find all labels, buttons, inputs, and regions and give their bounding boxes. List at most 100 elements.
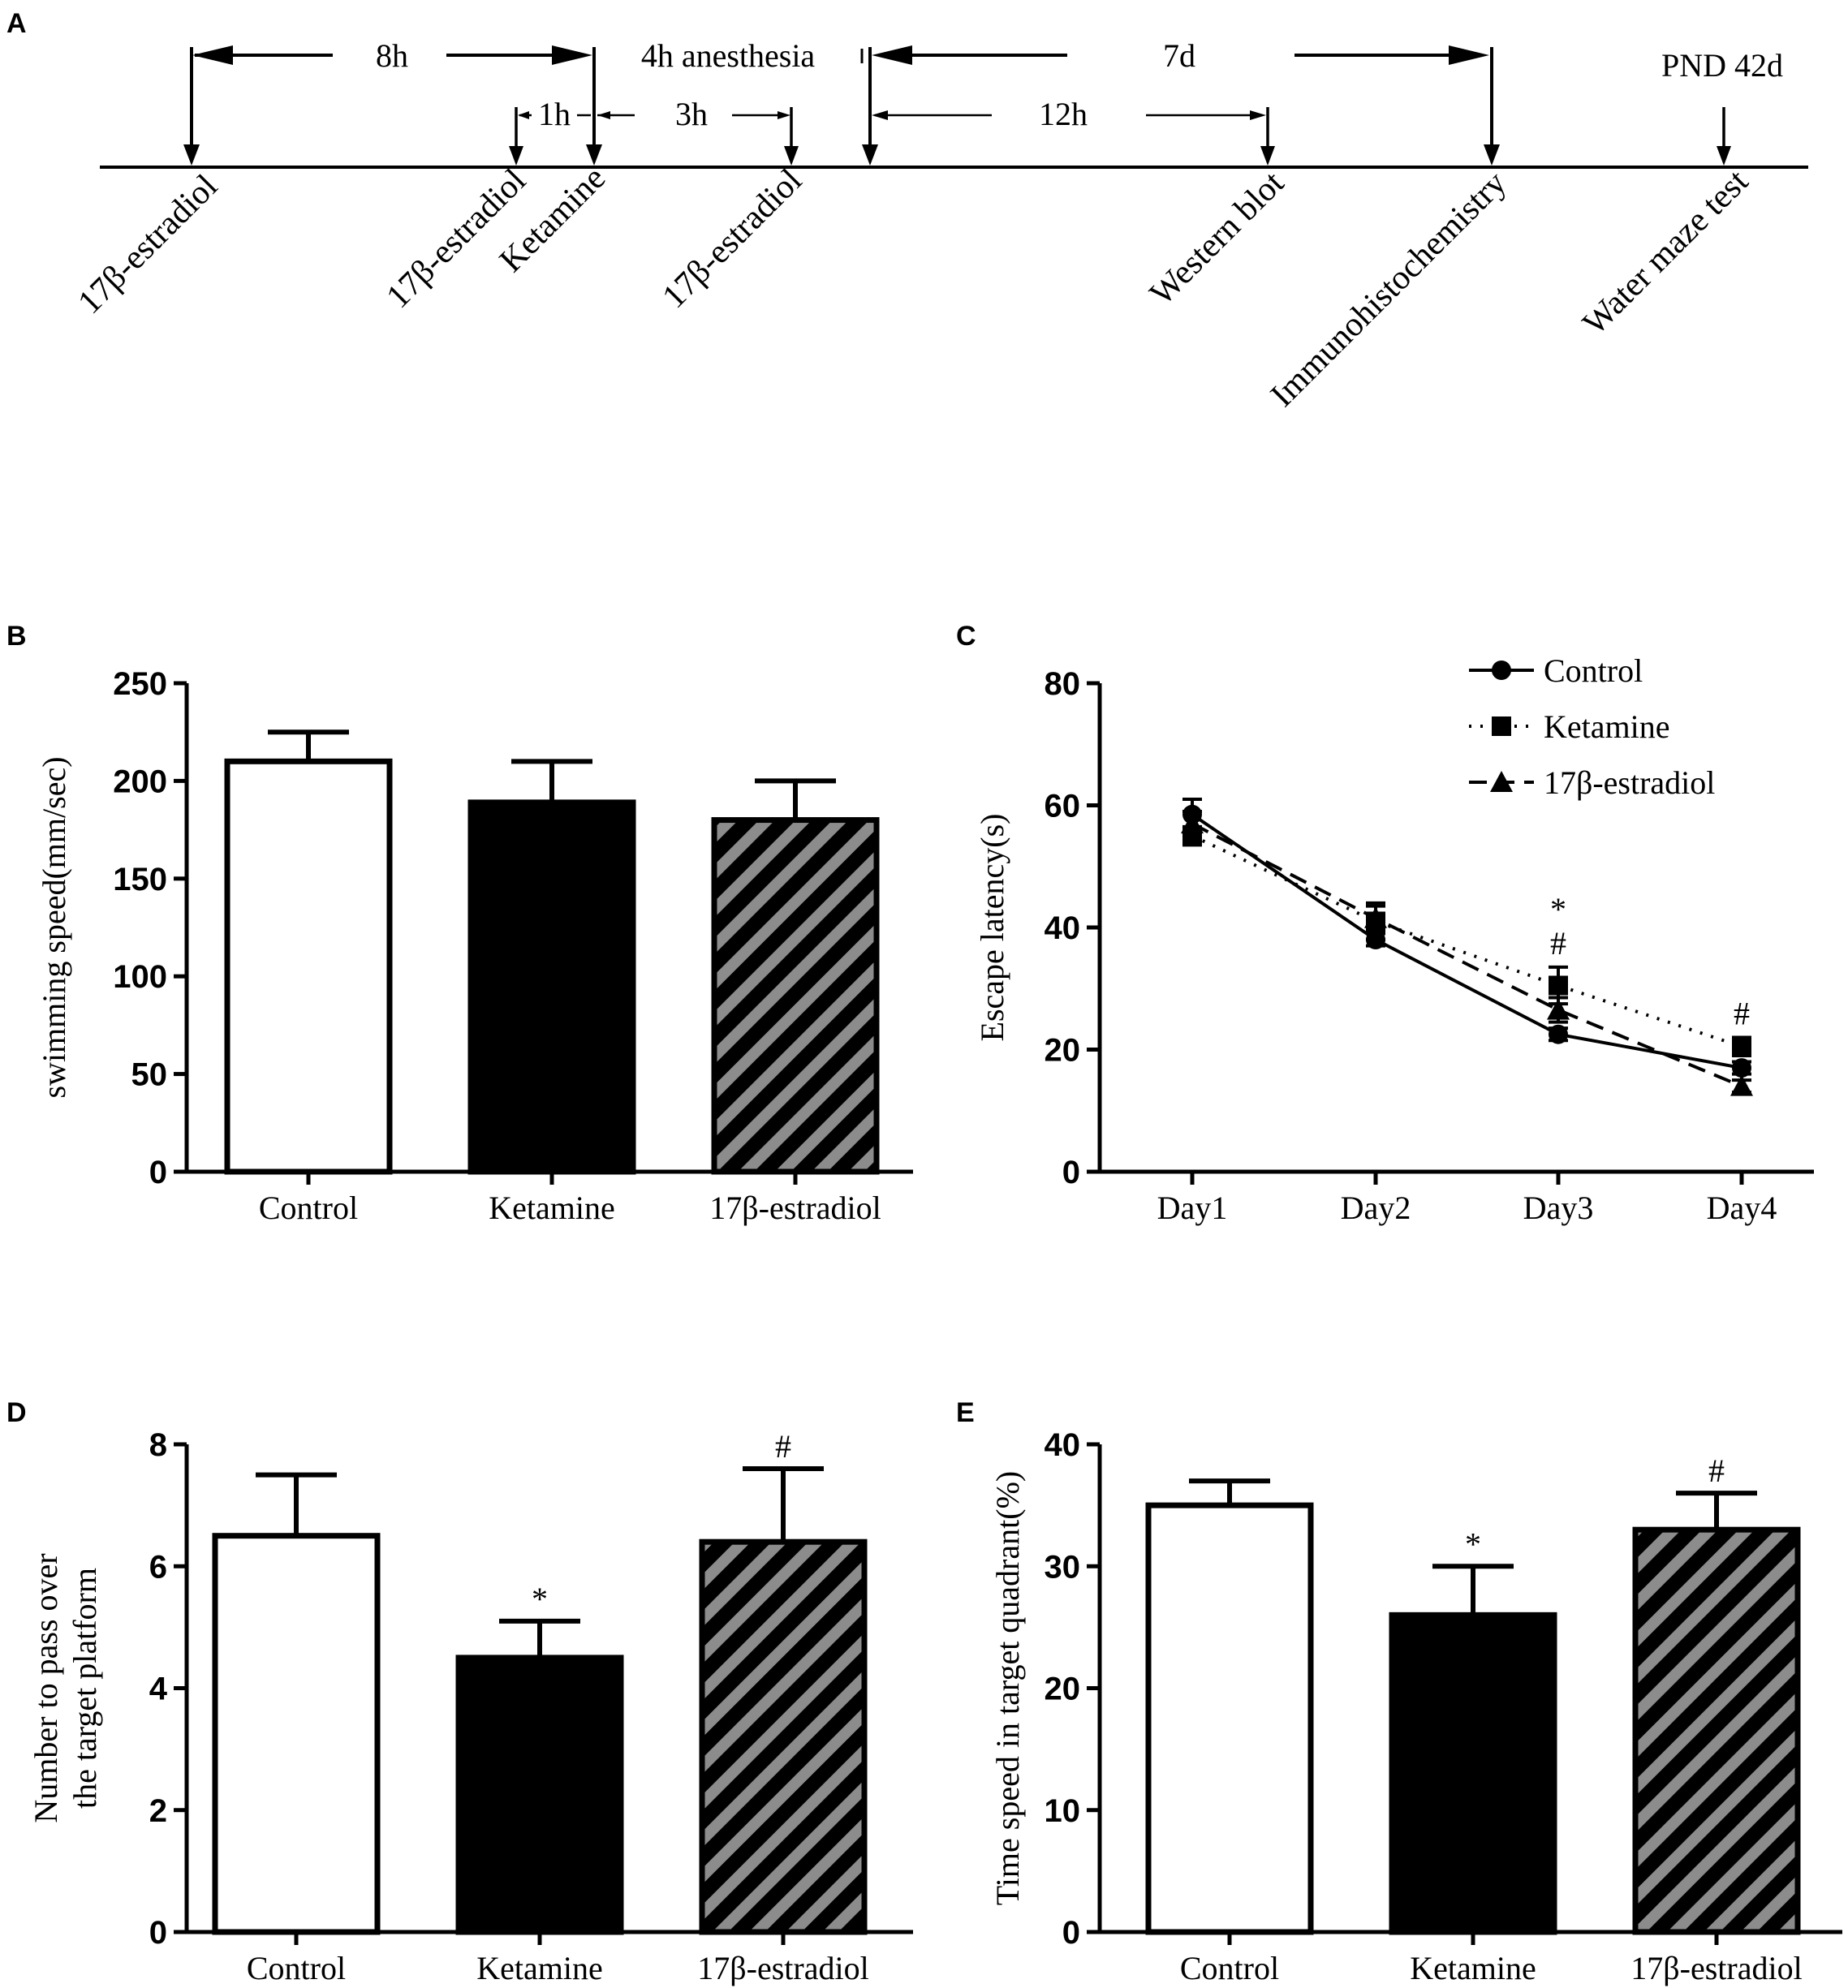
x-tick-label: Control [247, 1950, 346, 1986]
interval-12h-mask [992, 97, 1146, 130]
legend-label: 17β-estradiol [1544, 764, 1715, 801]
y-tick-label: 40 [1045, 910, 1081, 946]
arrowhead [862, 144, 878, 166]
arrowhead [552, 45, 592, 65]
y-tick-label: 50 [131, 1057, 168, 1093]
point-marker-triangle [1364, 906, 1387, 928]
legend-marker-circle [1492, 661, 1511, 680]
interval-8h-label: 8h [376, 37, 408, 74]
legend-marker-square [1492, 716, 1511, 736]
y-tick-label: 20 [1045, 1672, 1081, 1707]
x-tick-label: Control [1180, 1950, 1279, 1986]
arrowhead [1484, 144, 1500, 166]
interval-1h-mask [532, 99, 577, 128]
point-marker-square [1732, 1036, 1751, 1056]
y-tick-label: 100 [113, 959, 167, 995]
y-axis-label: Escape latency(s) [974, 814, 1010, 1042]
y-tick-label: 40 [1045, 1427, 1081, 1463]
interval-1h-label: 1h [538, 96, 571, 132]
arrowhead [778, 111, 790, 119]
x-tick-label: Control [259, 1190, 358, 1226]
legend-label: Ketamine [1544, 708, 1670, 745]
interval-3h-mask [635, 99, 732, 128]
point-marker-triangle [1730, 1074, 1753, 1096]
arrowhead [784, 146, 799, 166]
y-tick-label: 0 [1062, 1155, 1080, 1190]
point-marker-circle [1549, 1024, 1568, 1044]
arrowhead [597, 111, 610, 119]
pnd-label: PND 42d [1661, 47, 1783, 84]
y-tick-label: 0 [149, 1155, 167, 1190]
chart-b-swimming-speed: 0 50 100 150 200 250 Control Ketamine 17β-estrad… [36, 666, 913, 1226]
chart-c-escape-latency: 0 20 40 60 80 Day1 Day2 Day3 Day4 Escape latency(… [974, 652, 1814, 1226]
legend-label: Control [1544, 652, 1643, 689]
y-axis-label: the target platform [67, 1568, 103, 1809]
bar-control [1145, 1502, 1314, 1935]
y-axis-label: Number to pass over [28, 1553, 64, 1822]
x-tick-label: Day4 [1707, 1190, 1777, 1226]
x-tick-label: Ketamine [489, 1190, 615, 1226]
x-tick-label: 17β-estradiol [709, 1190, 881, 1226]
panel-label-c: C [956, 621, 976, 652]
bar-ketamine [455, 1655, 624, 1935]
series-line-0 [1191, 813, 1742, 1070]
y-tick-label: 60 [1045, 789, 1081, 824]
significance-marker: # [1734, 995, 1750, 1031]
x-tick-label: Day1 [1157, 1190, 1228, 1226]
y-tick-label: 10 [1045, 1793, 1081, 1829]
y-tick-label: 150 [113, 862, 167, 897]
arrowhead [192, 45, 233, 65]
arrowhead [1717, 146, 1731, 166]
interval-7d-label: 7d [1163, 37, 1195, 74]
x-tick-label: Ketamine [1410, 1950, 1536, 1986]
y-tick-label: 0 [149, 1915, 167, 1951]
bar-control [212, 1533, 381, 1935]
x-tick-label: 17β-estradiol [1630, 1950, 1802, 1986]
y-tick-label: 2 [149, 1793, 167, 1829]
significance-marker: * [532, 1581, 548, 1617]
event-label-immunohistochemistry: Immunohistochemistry [1264, 165, 1514, 415]
y-axis-label: swimming speed(mm/sec) [36, 756, 72, 1098]
bar-17-estradiol [1632, 1526, 1801, 1935]
arrowhead [183, 144, 200, 166]
point-marker-circle [1732, 1058, 1751, 1078]
x-tick-label: Day2 [1341, 1190, 1411, 1226]
interval-anesthesia-label: 4h anesthesia [641, 37, 816, 74]
event-label-water-maze: Water maze test [1576, 162, 1756, 342]
interval-3h-label: 3h [675, 96, 708, 132]
bar-control [224, 758, 393, 1175]
significance-marker: * [1465, 1525, 1481, 1562]
event-label-estradiol-1: 17β-estradiol [71, 168, 225, 321]
legend-marker-triangle [1490, 771, 1513, 792]
bar-17-estradiol [699, 1538, 868, 1935]
arrowhead [1250, 110, 1266, 120]
chart-e-target-quadrant-time: 0 10 20 30 40 Control Ketamine 17β-estradiol Tim… [989, 1427, 1842, 1986]
y-tick-label: 8 [149, 1427, 167, 1463]
y-tick-label: 4 [149, 1672, 168, 1707]
point-marker-triangle [1181, 812, 1204, 834]
panel-label-a: A [6, 8, 27, 39]
significance-marker: # [775, 1428, 791, 1465]
point-marker-triangle [1547, 998, 1570, 1020]
event-label-estradiol-3: 17β-estradiol [656, 162, 809, 316]
arrowhead [1260, 146, 1275, 166]
arrowhead [1449, 45, 1489, 65]
event-label-western-blot: Western blot [1143, 164, 1291, 312]
y-tick-label: 30 [1045, 1549, 1081, 1585]
series-line-2 [1191, 822, 1742, 1088]
arrowhead [509, 146, 523, 166]
bar-17-estradiol [711, 817, 880, 1175]
y-tick-label: 0 [1062, 1915, 1080, 1951]
point-marker-square [1549, 975, 1568, 996]
y-axis-label: Time speed in target quadrant(%) [989, 1471, 1026, 1905]
y-tick-label: 80 [1045, 666, 1081, 702]
arrowhead [518, 111, 529, 119]
y-tick-label: 20 [1045, 1033, 1081, 1069]
panel-label-d: D [6, 1397, 27, 1428]
significance-marker: * [1550, 891, 1566, 927]
chart-d-platform-crossings: 0 2 4 6 8 Control Ketamine 17β-estradiol Number … [28, 1427, 913, 1986]
panel-label-e: E [956, 1397, 975, 1428]
panel-label-b: B [6, 621, 27, 652]
interval-12h-label: 12h [1039, 96, 1088, 132]
